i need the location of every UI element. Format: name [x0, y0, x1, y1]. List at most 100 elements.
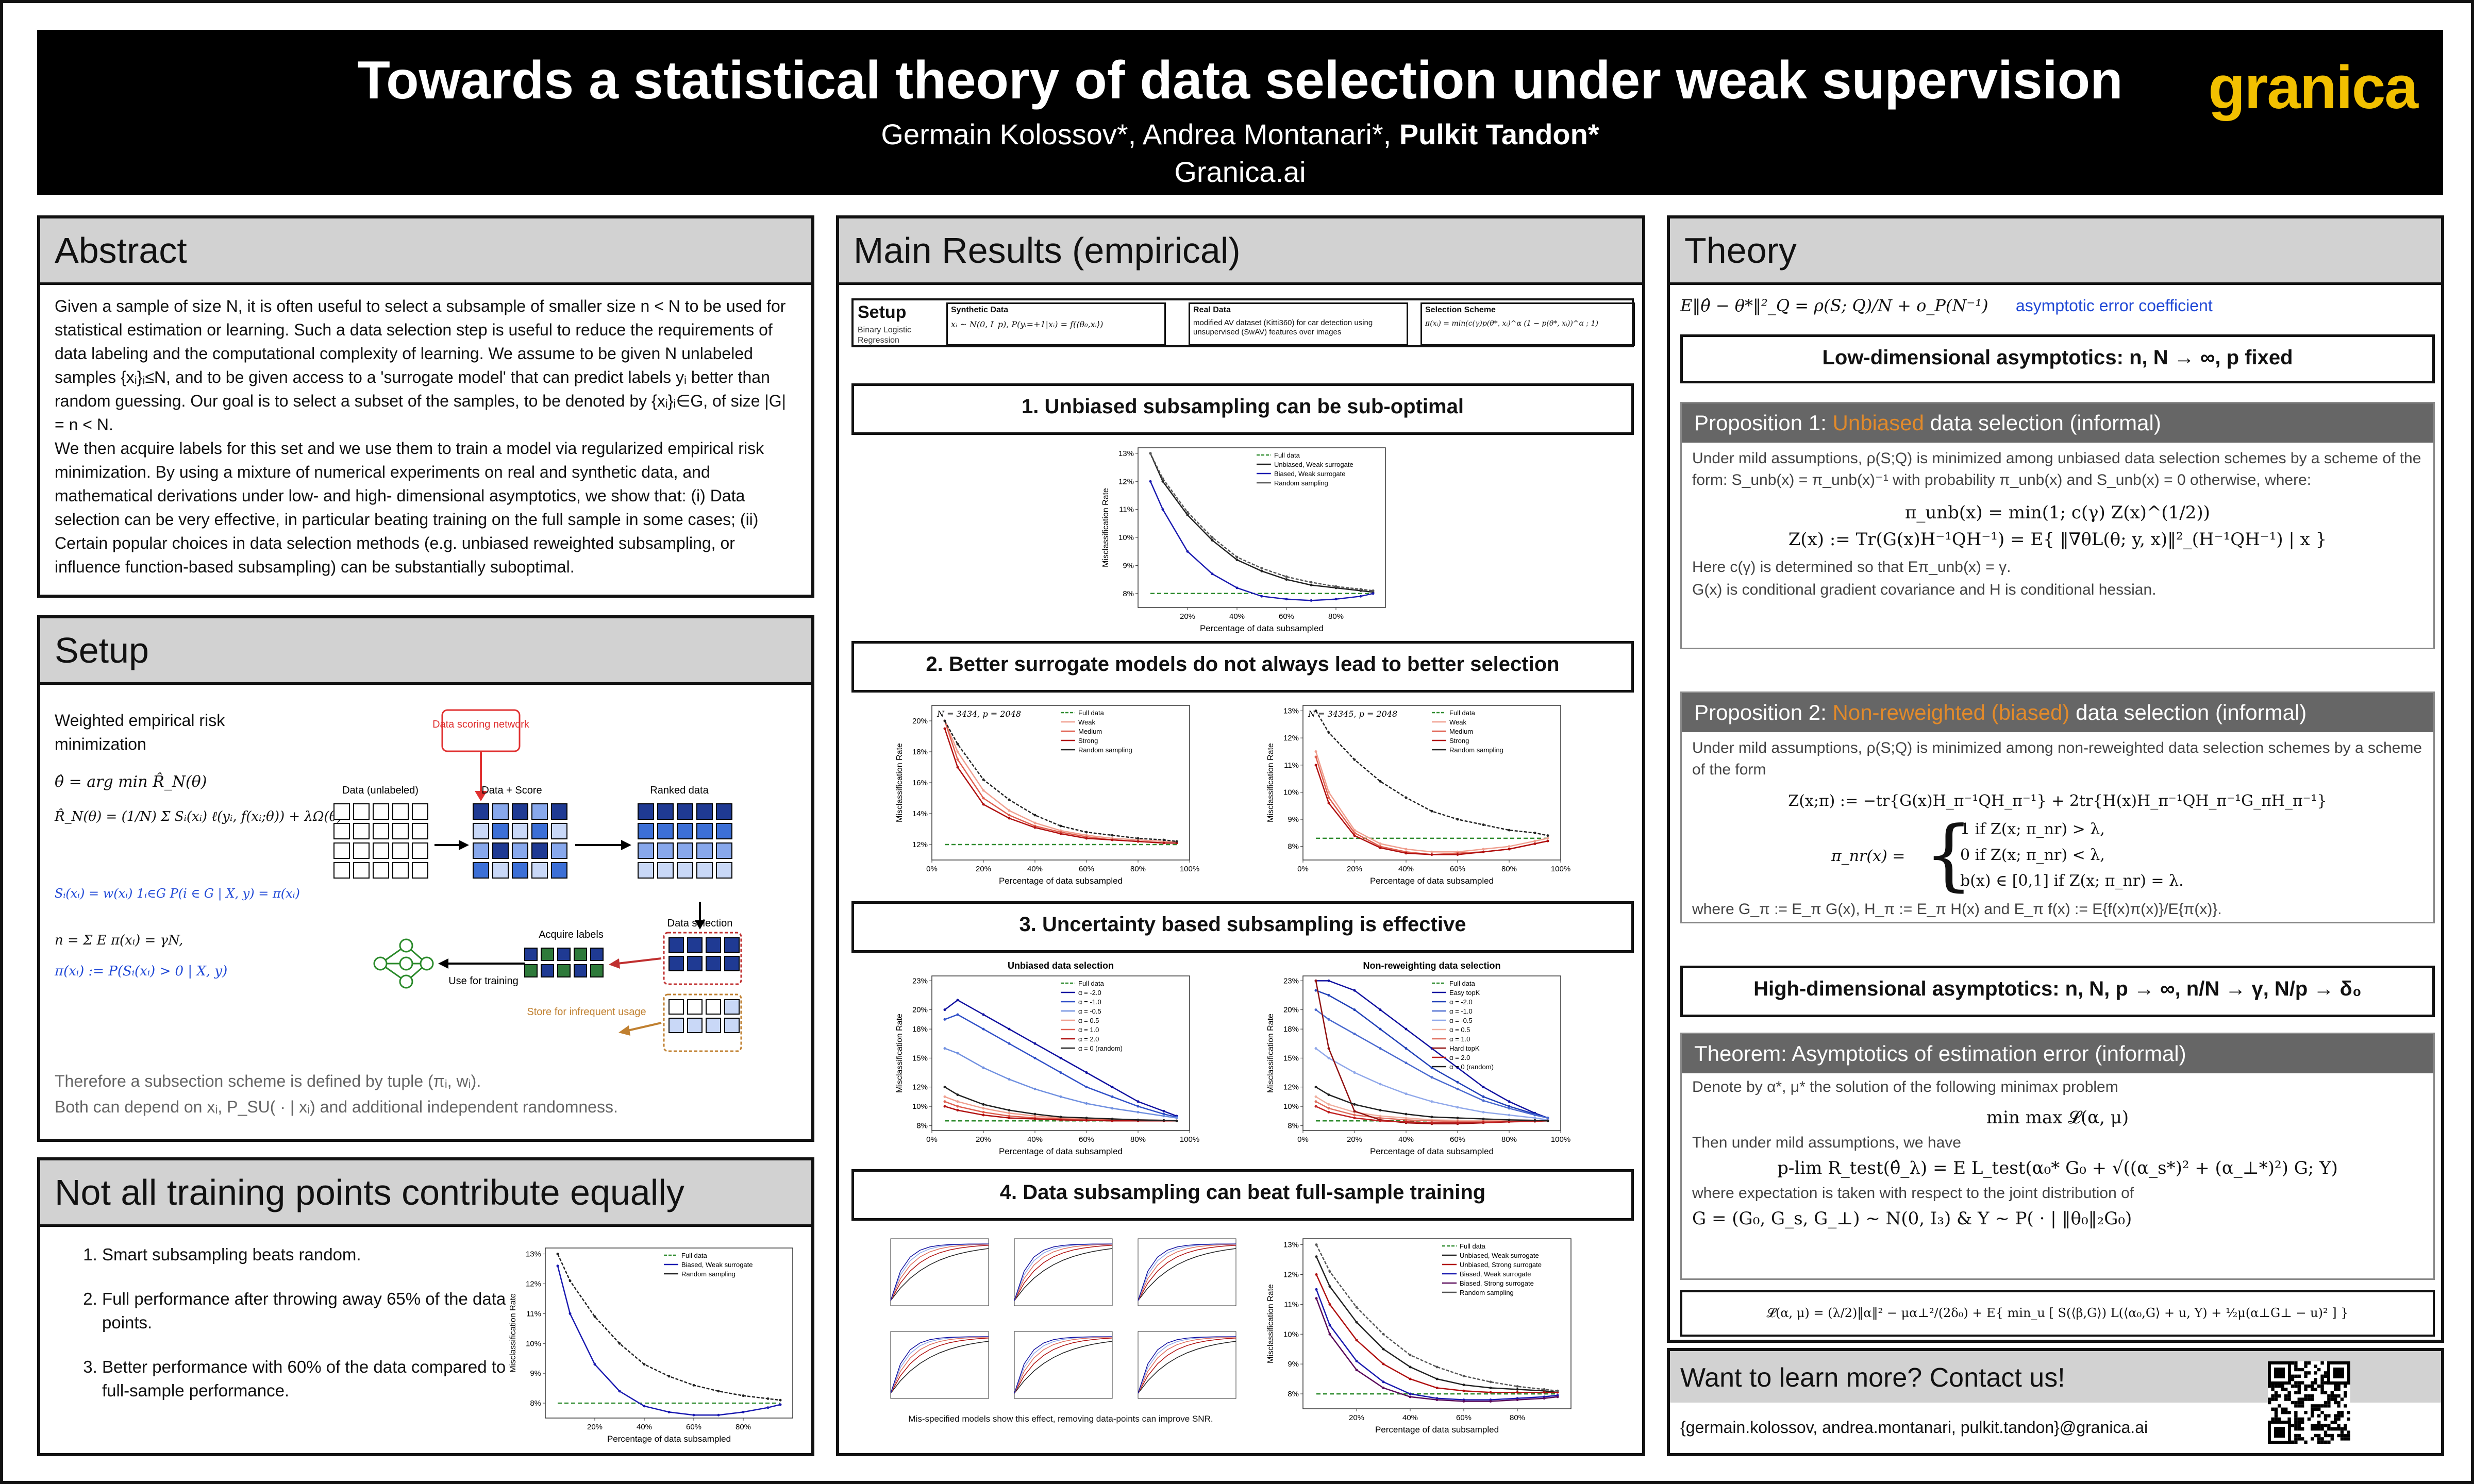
y-tick-label: 13%	[1118, 449, 1134, 458]
data-cell	[638, 823, 654, 839]
prop1-head: Proposition 1: Unbiased data selection (…	[1682, 403, 2433, 443]
data-point	[1315, 1273, 1318, 1276]
legend-entry: Random sampling	[1078, 746, 1132, 754]
qr-cell	[2271, 1397, 2275, 1401]
legend-entry: α = -2.0	[1449, 998, 1473, 1006]
data-point	[1508, 1100, 1511, 1103]
qr-cell	[2301, 1397, 2304, 1401]
data-point	[1409, 1392, 1412, 1395]
high-dim-box: High-dimensional asymptotics: n, N, p → …	[1680, 966, 2435, 1017]
qr-cell	[2347, 1417, 2350, 1421]
y-axis-label: Misclassification Rate	[895, 743, 904, 822]
data-point	[1033, 1118, 1037, 1120]
data-cell	[373, 803, 389, 820]
data-point	[1456, 1081, 1459, 1084]
theorem-eq-3: G = (G₀, G_s, G_⊥) ~ N(0, I₃) & Y ~ P( ·…	[1692, 1208, 2132, 1229]
data-cell	[687, 956, 703, 971]
theory-top-eq-math: E‖θ̂ − θ*‖²_Q = ρ(S; Q)/N + o_P(N⁻¹)	[1680, 296, 1988, 315]
legend-entry: Easy topK	[1449, 989, 1480, 997]
qr-cell	[2304, 1384, 2308, 1388]
theorem-text-1: Denote by α*, μ* the solution of the fol…	[1692, 1078, 2118, 1095]
store-label: Store for infrequent usage	[527, 1006, 646, 1018]
prop1-text-1: Under mild assumptions, ρ(S;Q) is minimi…	[1692, 450, 2421, 488]
mini-series	[890, 1244, 989, 1301]
data-point	[1328, 1270, 1331, 1273]
qr-cell	[2297, 1401, 2301, 1405]
data-point	[982, 789, 985, 792]
legend-entry: Full data	[1274, 451, 1300, 459]
abstract-panel: Abstract Given a sample of size N, it is…	[37, 215, 814, 598]
data-cell	[657, 803, 674, 820]
data-cell	[473, 803, 489, 820]
qr-cell	[2344, 1437, 2347, 1441]
data-point	[1111, 1086, 1114, 1089]
y-tick-label: 12%	[526, 1279, 541, 1288]
data-cell	[706, 937, 721, 953]
theory-heading: Theory	[1670, 218, 2441, 285]
qr-cell	[2340, 1414, 2344, 1418]
data-point	[1314, 979, 1317, 982]
qr-code-icon[interactable]	[2268, 1361, 2350, 1444]
qr-cell	[2271, 1394, 2275, 1398]
qr-cell	[2287, 1391, 2291, 1394]
data-point	[1111, 1107, 1114, 1110]
mini-series	[890, 1248, 989, 1301]
data-point	[1328, 1285, 1331, 1288]
data-point	[1489, 1391, 1492, 1394]
contact-emails[interactable]: {germain.kolossov, andrea.montanari, pul…	[1680, 1418, 2148, 1437]
data-point	[1327, 1018, 1330, 1021]
data-cell	[392, 842, 409, 859]
data-point	[1405, 1118, 1408, 1121]
data-point	[943, 1095, 946, 1098]
data-point	[982, 803, 985, 806]
data-point	[1379, 1115, 1382, 1118]
qr-cell	[2294, 1391, 2298, 1394]
x-tick-label: 40%	[1398, 865, 1414, 873]
mini-series	[1014, 1337, 1113, 1394]
data-point	[1327, 1110, 1330, 1114]
poster-title: Towards a statistical theory of data sel…	[357, 50, 2123, 110]
contrib-item: Better performance with 60% of the data …	[102, 1355, 525, 1403]
data-cell	[677, 803, 693, 820]
data-point	[1405, 1047, 1408, 1050]
y-tick-label: 8%	[1288, 1122, 1299, 1131]
qr-cell	[2311, 1388, 2314, 1391]
qr-cell	[2314, 1381, 2317, 1385]
qr-cell	[2297, 1368, 2301, 1372]
data-cell	[724, 999, 740, 1015]
abstract-heading: Abstract	[40, 218, 811, 285]
network-icon	[373, 938, 434, 989]
data-point	[1334, 598, 1338, 601]
qr-cell	[2294, 1421, 2298, 1424]
data-point	[1462, 1384, 1465, 1387]
theorem-text-2: Then under mild assumptions, we have	[1692, 1134, 1961, 1151]
data-point	[717, 1413, 720, 1416]
arrow-1-head	[459, 840, 469, 850]
data-cell	[724, 937, 740, 953]
data-point	[1353, 1071, 1356, 1074]
data-point	[1482, 1095, 1485, 1098]
theory-panel: Theory E‖θ̂ − θ*‖²_Q = ρ(S; Q)/N + o_P(N…	[1667, 215, 2444, 1343]
qr-cell	[2294, 1434, 2298, 1438]
synthetic-box: Synthetic Data xᵢ ~ N(0, I_p), P(yᵢ=+1|x…	[946, 302, 1166, 346]
data-point	[956, 1100, 959, 1103]
data-cell	[551, 842, 567, 859]
qr-cell	[2287, 1417, 2291, 1421]
qr-cell	[2340, 1427, 2344, 1431]
x-axis-label: Percentage of data subsampled	[1370, 876, 1494, 886]
contrib-panel: Not all training points contribute equal…	[37, 1157, 814, 1456]
data-point	[1008, 1027, 1011, 1031]
contrib-item: Smart subsampling beats random.	[102, 1243, 525, 1267]
data-point	[1085, 1119, 1088, 1122]
qr-cell	[2297, 1437, 2301, 1441]
data-cell	[668, 999, 684, 1015]
qr-cell	[2294, 1364, 2298, 1368]
x-tick-label: 60%	[1450, 1135, 1465, 1144]
data-point	[1260, 595, 1263, 598]
theorem-eq-1: min max 𝓛(α, μ)	[1986, 1107, 2129, 1128]
data-cell	[590, 948, 604, 961]
data-point	[1382, 1333, 1385, 1336]
mini-series	[890, 1243, 989, 1301]
legend-entry: α = -0.5	[1449, 1017, 1473, 1024]
